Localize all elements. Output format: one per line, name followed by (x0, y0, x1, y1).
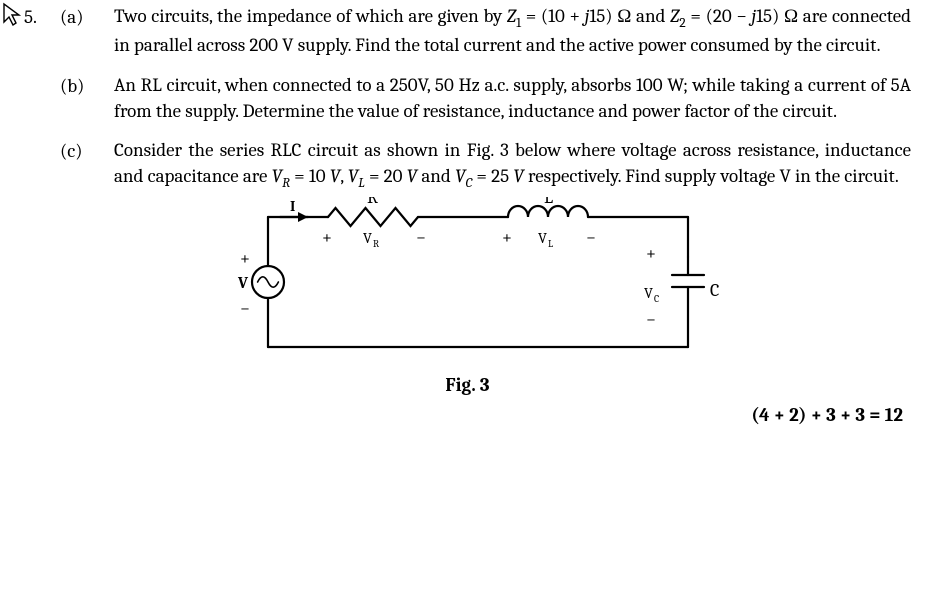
marks-allocation: (4 + 2) + 3 + 3 = 12 (24, 403, 911, 429)
unit-v1: V (330, 165, 341, 187)
svg-text:C: C (654, 293, 659, 305)
svg-text:I: I (290, 197, 295, 215)
vc-eq: = 25 (472, 165, 513, 187)
z2-symbol: Z (670, 5, 679, 27)
svg-text:L: L (544, 197, 553, 208)
vl-sym: V (348, 165, 359, 187)
svg-text:−: − (586, 227, 596, 248)
page: 5. (a) Two circuits, the impedance of wh… (0, 0, 947, 589)
svg-text:V: V (363, 229, 372, 247)
svg-text:R: R (373, 238, 380, 250)
rlc-circuit-diagram: IRLC+VR−+VL−+VC−+V− (208, 197, 728, 367)
part-label-c: (c) (60, 138, 114, 165)
figure-caption: Fig. 3 (445, 373, 489, 399)
part-c-text: Consider the series RLC circuit as shown… (114, 138, 911, 193)
mouse-cursor-icon (2, 2, 24, 28)
sep2: and (417, 165, 455, 187)
svg-text:−: − (416, 227, 426, 248)
part-a-text: Two circuits, the impedance of which are… (114, 4, 911, 59)
vr-sub: R (282, 176, 290, 191)
part-label-a: (a) (60, 4, 114, 31)
figure-3: IRLC+VR−+VL−+VC−+V− Fig. 3 (24, 197, 911, 399)
svg-text:R: R (367, 197, 378, 208)
svg-text:L: L (548, 238, 553, 250)
vr-eq: = 10 (290, 165, 330, 187)
sep1: , (340, 165, 348, 187)
and-word: and (631, 5, 670, 27)
question-part-b: (b) An RL circuit, when connected to a 2… (24, 73, 911, 124)
svg-text:C: C (710, 280, 719, 301)
vc-sub: C (465, 176, 472, 191)
svg-text:−: − (240, 298, 250, 319)
vl-sub: L (358, 176, 364, 191)
eq1: = (521, 5, 541, 27)
part-b-text: An RL circuit, when connected to a 250V,… (114, 73, 911, 124)
vc-sym: V (455, 165, 466, 187)
z2-sub: 2 (679, 16, 685, 31)
svg-text:V: V (644, 284, 653, 302)
svg-text:V: V (237, 274, 249, 292)
part-label-b: (b) (60, 73, 114, 100)
z2-eq: = (20 − (686, 5, 752, 27)
unit-v2: V (407, 165, 418, 187)
svg-text:+: + (502, 227, 512, 248)
question-part-a: 5. (a) Two circuits, the impedance of wh… (24, 4, 911, 59)
svg-text:V: V (538, 229, 547, 247)
z1-symbol: Z (507, 5, 516, 27)
qnum-spacer-c (24, 138, 60, 139)
unit-v3: V (513, 165, 524, 187)
z1-rest: 15) Ω (589, 5, 631, 27)
qnum-spacer-b (24, 73, 60, 74)
vr-sym: V (272, 165, 283, 187)
question-part-c: (c) Consider the series RLC circuit as s… (24, 138, 911, 193)
svg-text:+: + (646, 243, 656, 264)
part-a-pre: Two circuits, the impedance of which are… (114, 5, 507, 27)
z1-sub: 1 (516, 16, 521, 31)
svg-text:−: − (646, 309, 656, 330)
z1-open: (10 + (541, 5, 585, 27)
svg-text:+: + (240, 248, 250, 269)
question-number: 5. (24, 4, 60, 31)
part-c-tail: respectively. Find supply voltage V in t… (524, 165, 899, 187)
svg-text:+: + (322, 227, 332, 248)
vl-eq: = 20 (365, 165, 407, 187)
